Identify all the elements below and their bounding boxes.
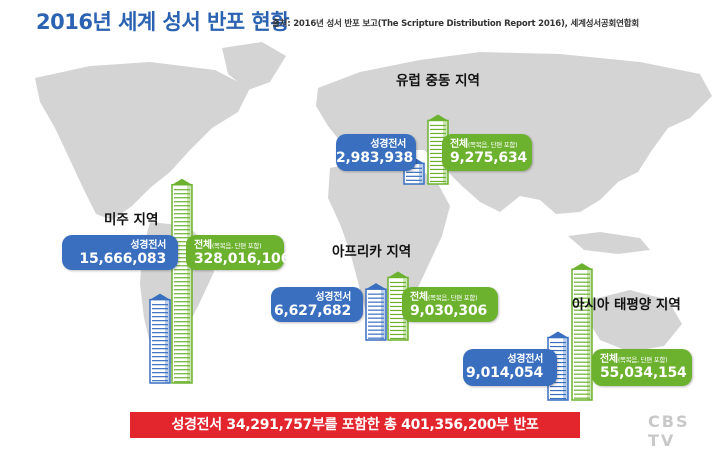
total-callout-africa: 전체(쪽복음, 단편 포함) 9,030,306 (402, 287, 498, 322)
bible-value-asia: 9,014,054 (465, 365, 543, 381)
total-bar-americas (171, 178, 193, 384)
total-value-africa: 9,030,306 (410, 303, 488, 319)
region-title-americas: 미주 지역 (104, 212, 159, 228)
continent-australia (588, 290, 682, 352)
bible-label: 성경전서 (315, 292, 351, 303)
bible-callout-asia: 성경전서 9,014,054 (463, 349, 557, 386)
total-label: 전체 (450, 139, 468, 150)
total-callout-europe: 전체(쪽복음, 단편 포함) 9,275,634 (442, 134, 532, 171)
continent-indonesia (568, 232, 650, 254)
watermark: CBS TV (648, 412, 690, 450)
total-note: (쪽복음, 단편 포함) (467, 141, 518, 149)
bible-label: 성경전서 (370, 139, 406, 150)
summary-banner: 성경전서 34,291,757부를 포함한 총 401,356,200부 반포 (130, 412, 580, 438)
continent-europe-asia (316, 52, 712, 214)
bible-value-americas: 15,666,083 (79, 251, 166, 267)
total-note: (쪽복음, 단편 포함) (211, 242, 262, 250)
total-value-asia: 55,034,154 (600, 365, 687, 381)
bible-value-africa: 6,627,682 (273, 303, 351, 319)
total-note: (쪽복음, 단편 포함) (617, 356, 668, 364)
bible-value-europe: 2,983,938 (336, 150, 414, 166)
continent-africa (328, 160, 450, 336)
continents (35, 42, 712, 380)
total-bar-asia (571, 263, 593, 401)
total-callout-asia: 전체(쪽복음, 단편 포함) 55,034,154 (592, 349, 692, 386)
bible-label: 성경전서 (130, 240, 166, 251)
total-label: 전체 (410, 292, 428, 303)
bible-label: 성경전서 (507, 354, 543, 365)
continent-north-america (35, 62, 250, 220)
source-note: 출처: 2016년 성서 반포 보고(The Scripture Distrib… (272, 19, 640, 29)
bible-bar-africa (365, 283, 387, 341)
region-title-europe-middle-east: 유럽 중동 지역 (396, 73, 480, 89)
total-label: 전체 (194, 240, 212, 251)
total-callout-americas: 전체(쪽복음, 단편 포함) 328,016,106 (186, 235, 291, 270)
bible-callout-africa: 성경전서 6,627,682 (271, 287, 363, 322)
bar-towers (149, 114, 593, 401)
region-title-africa: 아프리카 지역 (332, 244, 412, 260)
page-title: 2016년 세계 성서 반포 현황 (36, 10, 290, 34)
total-value-europe: 9,275,634 (450, 150, 528, 166)
total-value-americas: 328,016,106 (194, 251, 291, 267)
bible-callout-americas: 성경전서 15,666,083 (62, 235, 178, 270)
region-title-asia-pacific: 아시아 태평양 지역 (572, 297, 681, 313)
bible-bar-americas (149, 293, 171, 384)
continent-greenland (222, 42, 286, 90)
total-label: 전체 (600, 354, 618, 365)
total-note: (쪽복음, 단편 포함) (427, 294, 478, 302)
bible-callout-europe: 성경전서 2,983,938 (336, 134, 416, 171)
